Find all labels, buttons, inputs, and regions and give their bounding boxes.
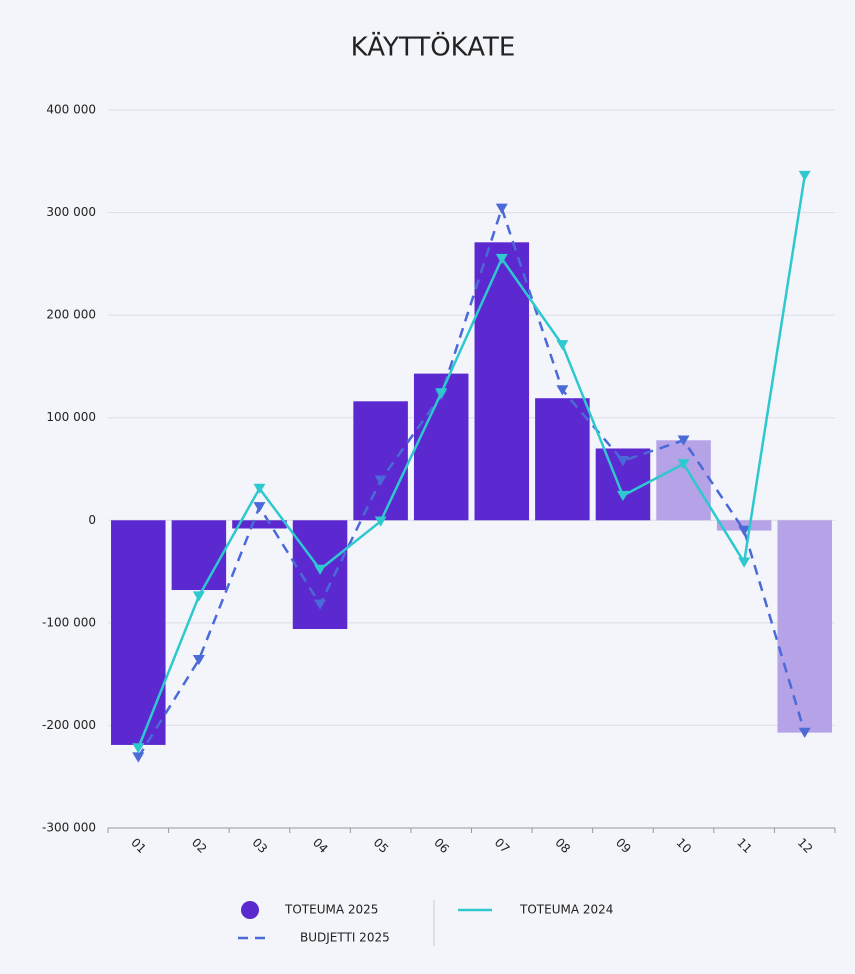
x-tick-label: 05: [371, 835, 392, 856]
line-marker: [253, 502, 266, 513]
line-marker: [495, 253, 508, 265]
x-tick-label: 07: [492, 835, 513, 856]
line-marker: [374, 475, 387, 486]
x-tick-label: 09: [613, 835, 634, 856]
line-marker: [374, 516, 387, 527]
y-tick-label: 100 000: [46, 410, 96, 424]
bar: [232, 520, 287, 529]
line-marker: [556, 385, 569, 396]
bar: [656, 440, 711, 521]
x-tick-label: 03: [249, 835, 270, 856]
line: [137, 175, 806, 749]
line-marker: [314, 564, 327, 575]
chart-title: KÄYTTÖKATE: [351, 31, 516, 63]
line-marker: [738, 525, 751, 536]
bar: [171, 520, 227, 591]
legend-swatch: [241, 901, 259, 919]
bar: [716, 520, 772, 531]
line-marker: [798, 170, 811, 182]
line-marker: [192, 591, 205, 602]
line-marker: [677, 459, 690, 470]
bar: [353, 401, 408, 521]
y-tick-label: -300 000: [42, 821, 96, 835]
x-tick-label: 11: [734, 835, 755, 856]
y-tick-label: 0: [88, 513, 96, 527]
line-marker: [314, 599, 327, 610]
legend-label: TOTEUMA 2024: [519, 903, 613, 917]
bar: [535, 398, 590, 521]
y-tick-label: 300 000: [46, 205, 96, 219]
line-marker: [132, 752, 145, 763]
line-marker: [132, 743, 145, 754]
line-marker: [556, 340, 569, 351]
line-marker: [253, 483, 266, 494]
x-tick-label: 06: [431, 835, 452, 856]
line-marker: [798, 727, 811, 739]
y-tick-label: -100 000: [42, 615, 96, 629]
line-marker: [677, 435, 690, 446]
x-tick-label: 02: [189, 835, 210, 856]
x-tick-label: 04: [310, 835, 331, 856]
y-tick-label: 400 000: [46, 103, 96, 117]
line-marker: [435, 388, 448, 399]
bar: [777, 520, 832, 733]
x-tick-label: 12: [795, 835, 816, 856]
bar: [474, 242, 530, 521]
line-marker: [738, 557, 751, 568]
x-tick-label: 10: [674, 835, 695, 856]
x-tick-label: 01: [128, 835, 149, 856]
legend-label: BUDJETTI 2025: [300, 931, 390, 945]
line-marker: [616, 490, 629, 502]
x-tick-label: 08: [552, 835, 573, 856]
line-marker: [495, 203, 508, 214]
line-marker: [192, 654, 205, 666]
bar: [111, 520, 166, 745]
y-tick-label: -200 000: [42, 718, 96, 732]
line: [137, 204, 806, 758]
legend-label: TOTEUMA 2025: [284, 903, 378, 917]
line-marker: [616, 455, 629, 467]
y-tick-label: 200 000: [46, 308, 96, 322]
